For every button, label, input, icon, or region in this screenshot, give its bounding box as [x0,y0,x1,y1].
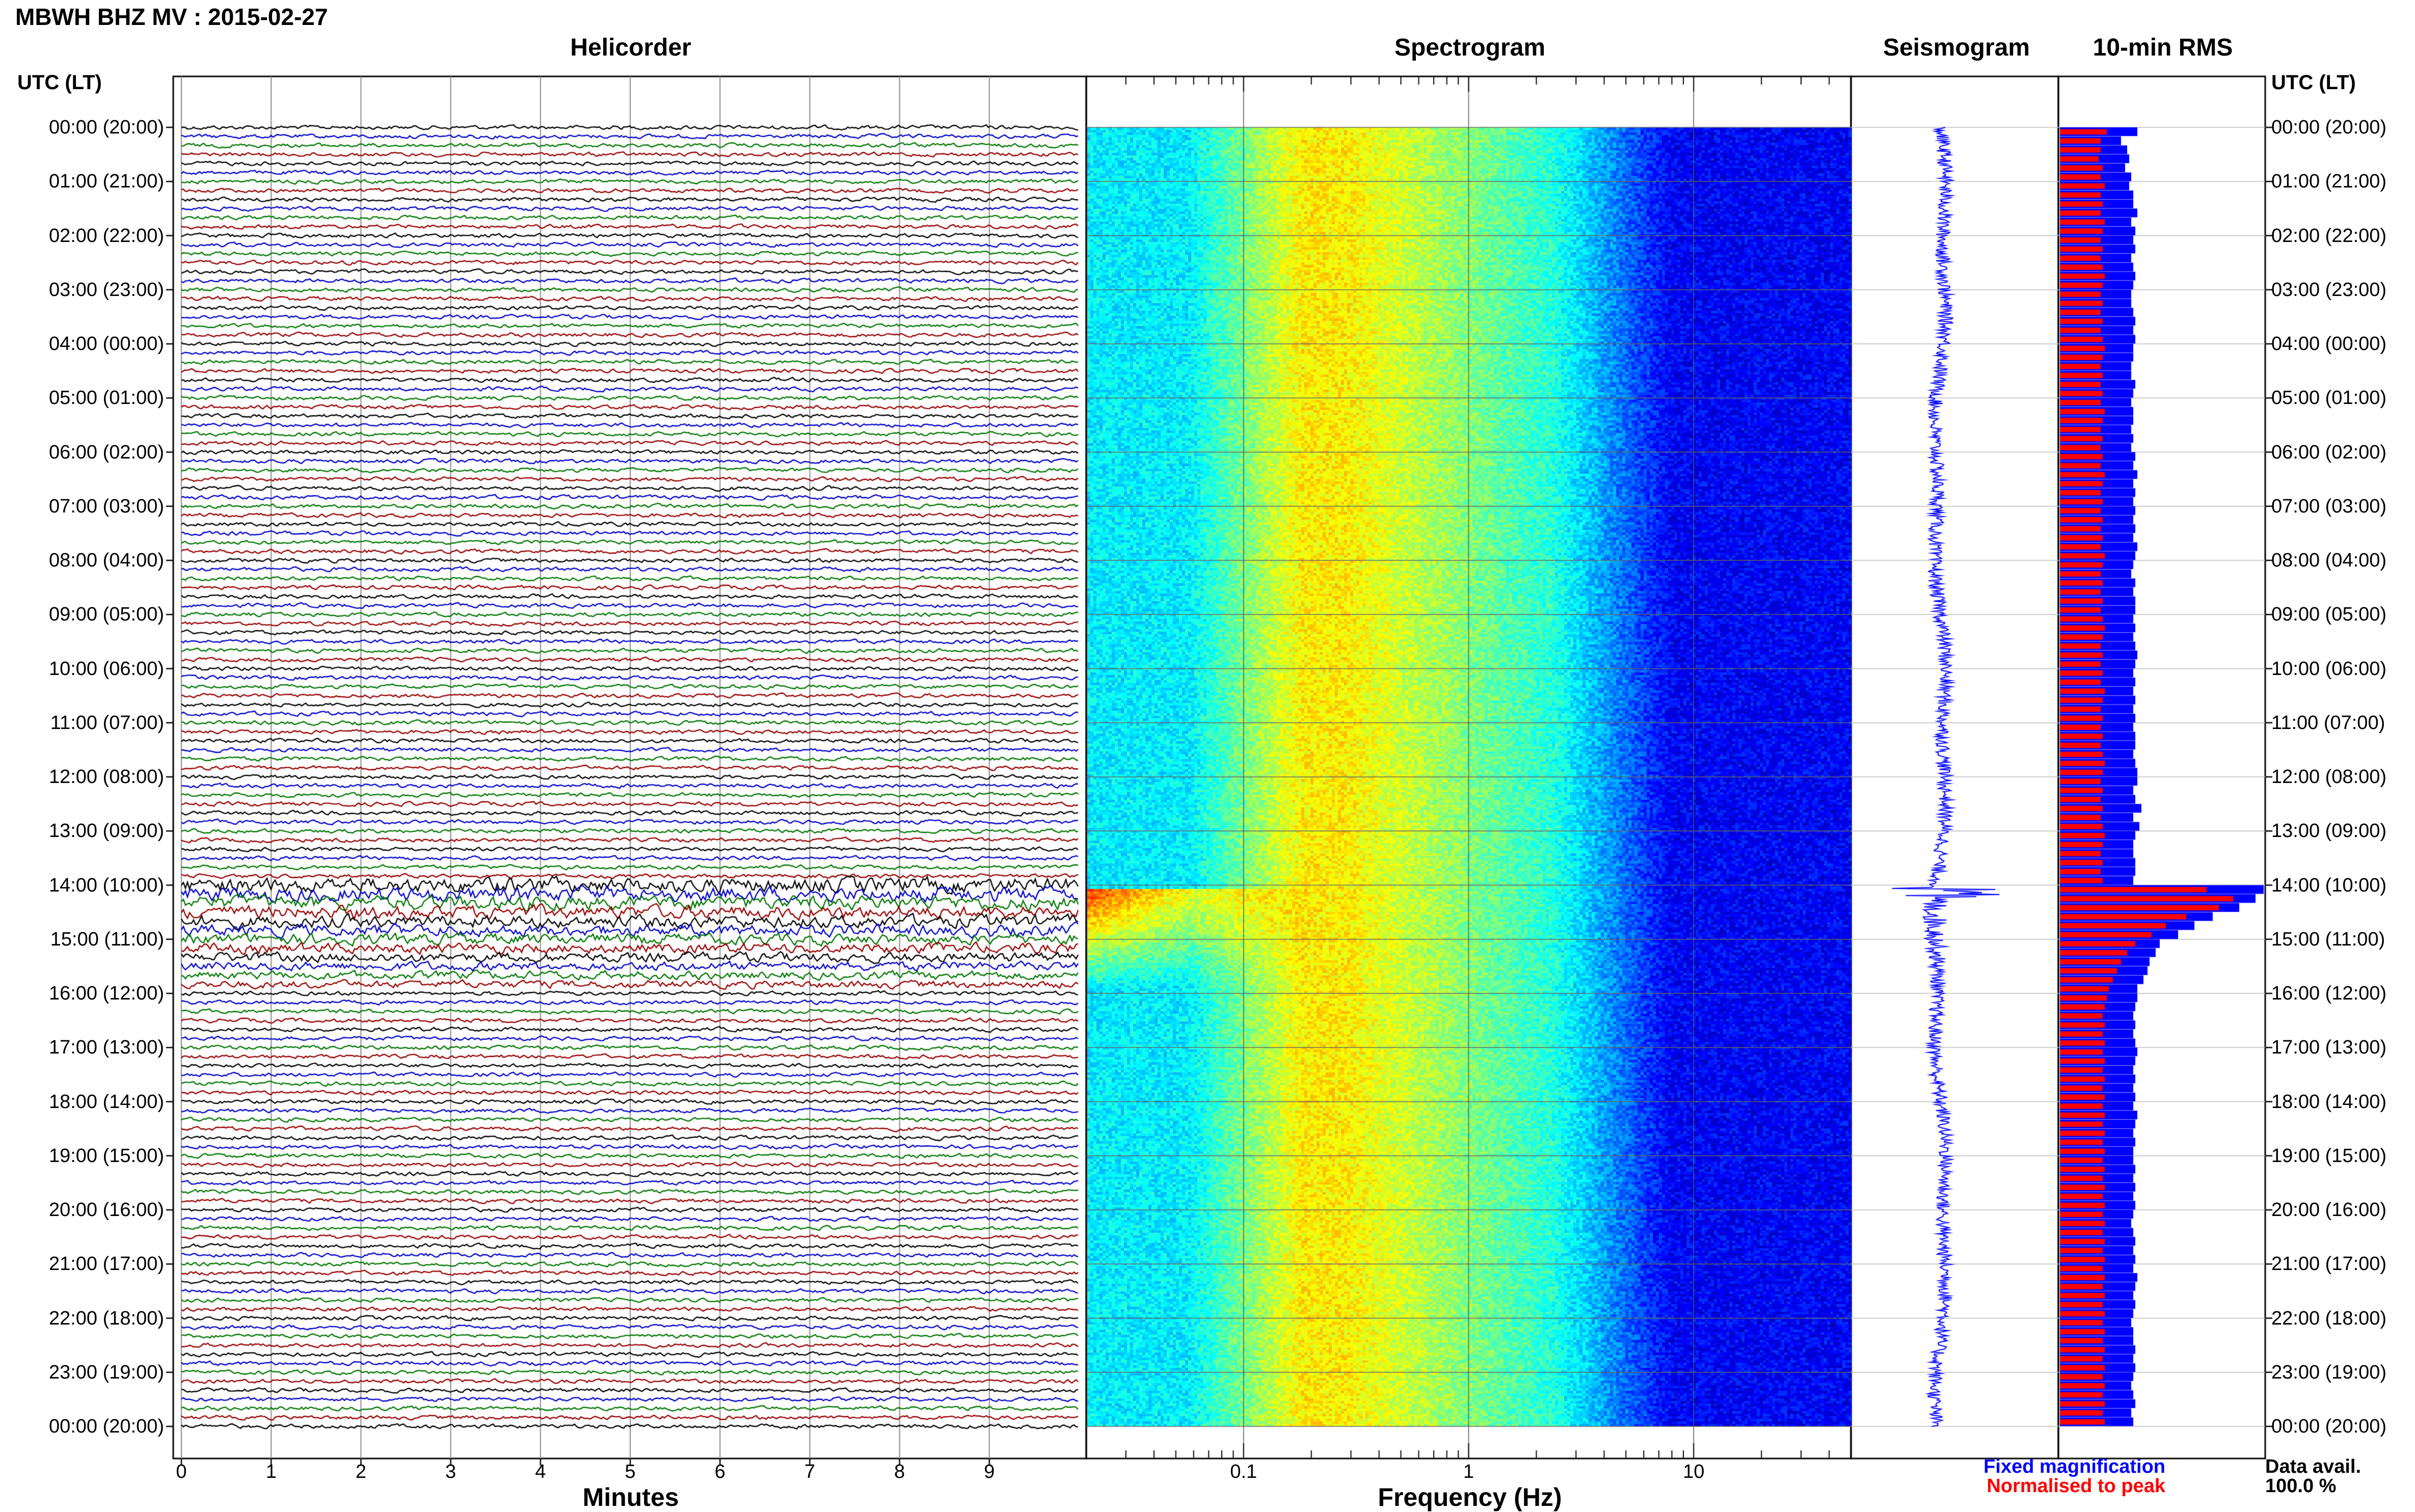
time-label-left: 11:00 (07:00) [50,712,164,734]
helicorder-tick-label: 1 [265,1461,277,1482]
time-label-left: 14:00 (10:00) [48,874,164,896]
time-label-left: 02:00 (22:00) [48,225,164,247]
time-label-right: 23:00 (19:00) [2271,1361,2387,1383]
time-label-right: 00:00 (20:00) [2271,117,2387,138]
time-label-left: 12:00 (08:00) [48,766,164,788]
time-label-left: 04:00 (00:00) [48,333,164,355]
helicorder-tick-label: 0 [176,1461,187,1482]
time-label-right: 18:00 (14:00) [2271,1091,2387,1113]
helicorder-tick-label: 2 [355,1461,366,1482]
time-label-left: 21:00 (17:00) [48,1253,164,1275]
spectrogram-xlabel: Frequency (Hz) [1378,1483,1562,1511]
seismogram-title: Seismogram [1883,34,2030,61]
time-label-left: 05:00 (01:00) [48,387,164,409]
rms-title: 10-min RMS [2092,34,2233,61]
time-label-right: 12:00 (08:00) [2271,766,2387,788]
spectrogram-title: Spectrogram [1394,34,1546,61]
helicorder-tick-label: 8 [894,1461,905,1482]
spectrogram-tick-label: 1 [1463,1461,1474,1482]
time-label-right: 15:00 (11:00) [2271,928,2385,950]
time-label-right: 17:00 (13:00) [2271,1037,2387,1059]
spectrogram-tick-label: 10 [1683,1461,1705,1482]
time-label-left: 00:00 (20:00) [48,117,164,138]
legend-normalised: Normalised to peak [1987,1475,2165,1497]
time-label-right: 10:00 (06:00) [2271,658,2387,680]
time-label-left: 20:00 (16:00) [48,1199,164,1221]
time-label-right: 03:00 (23:00) [2271,279,2387,301]
page-title: MBWH BHZ MV : 2015-02-27 [15,4,328,30]
time-label-left: 16:00 (12:00) [48,983,164,1004]
time-label-left: 15:00 (11:00) [50,928,164,950]
time-label-left: 00:00 (20:00) [48,1416,164,1437]
helicorder-tick-label: 3 [445,1461,457,1482]
helicorder-tick-label: 9 [984,1461,995,1482]
time-label-right: 19:00 (15:00) [2271,1145,2387,1167]
time-label-left: 03:00 (23:00) [48,279,164,301]
helicorder-tick-label: 4 [535,1461,546,1482]
time-label-left: 08:00 (04:00) [48,550,164,571]
data-avail-label: Data avail. [2265,1456,2361,1477]
helicorder-tick-label: 7 [804,1461,815,1482]
spectrogram-tick-label: 0.1 [1230,1461,1257,1482]
time-label-right: 16:00 (12:00) [2271,983,2387,1004]
time-label-right: 06:00 (02:00) [2271,441,2387,463]
time-label-right: 01:00 (21:00) [2271,171,2387,193]
time-label-left: 22:00 (18:00) [48,1307,164,1329]
time-label-right: 09:00 (05:00) [2271,604,2387,626]
time-label-right: 22:00 (18:00) [2271,1307,2387,1329]
time-label-left: 18:00 (14:00) [48,1091,164,1113]
time-label-right: 07:00 (03:00) [2271,495,2387,517]
time-label-right: 20:00 (16:00) [2271,1199,2387,1221]
time-label-left: 01:00 (21:00) [48,171,164,193]
time-label-right: 11:00 (07:00) [2271,712,2385,734]
time-label-right: 02:00 (22:00) [2271,225,2387,247]
time-label-right: 04:00 (00:00) [2271,333,2387,355]
legend-fixed: Fixed magnification [1983,1456,2165,1477]
time-label-left: 13:00 (09:00) [48,820,164,842]
data-avail-value: 100.0 % [2265,1475,2337,1497]
utc-header-right: UTC (LT) [2271,71,2356,94]
utc-header-left: UTC (LT) [17,71,102,94]
time-label-left: 23:00 (19:00) [48,1361,164,1383]
time-label-right: 00:00 (20:00) [2271,1416,2387,1437]
time-label-left: 09:00 (05:00) [48,604,164,626]
time-label-left: 07:00 (03:00) [48,495,164,517]
time-label-right: 05:00 (01:00) [2271,387,2387,409]
time-label-left: 17:00 (13:00) [48,1037,164,1059]
helicorder-title: Helicorder [570,34,691,61]
time-label-right: 14:00 (10:00) [2271,874,2387,896]
helicorder-tick-label: 6 [714,1461,726,1482]
helicorder-xlabel: Minutes [582,1483,679,1511]
helicorder-tick-label: 5 [625,1461,636,1482]
time-label-right: 21:00 (17:00) [2271,1253,2387,1275]
time-label-left: 10:00 (06:00) [48,658,164,680]
time-label-left: 19:00 (15:00) [48,1145,164,1167]
time-label-left: 06:00 (02:00) [48,441,164,463]
time-label-right: 13:00 (09:00) [2271,820,2387,842]
time-label-right: 08:00 (04:00) [2271,550,2387,571]
